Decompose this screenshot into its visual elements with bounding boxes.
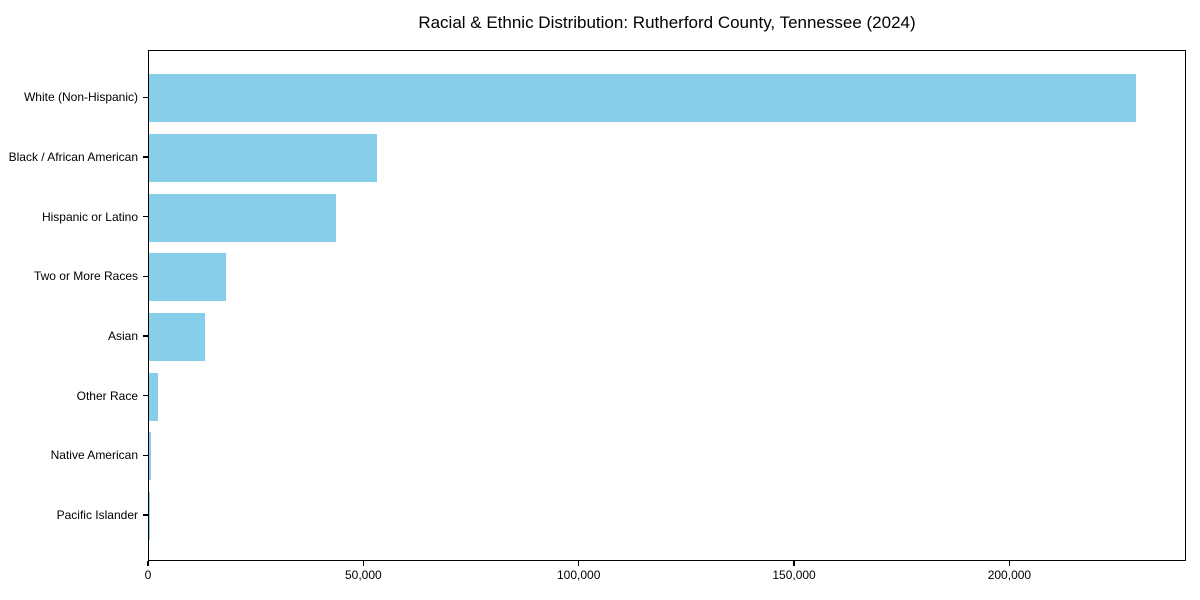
- y-axis-label: Black / African American: [8, 149, 138, 164]
- bar: [149, 74, 1136, 123]
- plot-area: [148, 50, 1186, 561]
- bar: [149, 193, 337, 242]
- bar: [149, 312, 205, 361]
- x-tick-mark: [362, 561, 365, 566]
- y-axis-label: Two or More Races: [33, 269, 138, 284]
- y-tick-mark: [143, 335, 148, 337]
- x-tick-mark: [793, 561, 795, 566]
- bar: [149, 372, 159, 421]
- y-tick-mark: [143, 514, 148, 516]
- y-axis-label: Pacific Islander: [56, 507, 138, 522]
- x-tick-label: 0: [144, 568, 152, 582]
- bar: [149, 253, 227, 302]
- y-tick-mark: [143, 215, 148, 218]
- x-tick-mark: [147, 561, 149, 566]
- y-tick-mark: [143, 156, 148, 158]
- y-axis-label: Asian: [107, 328, 138, 343]
- y-axis-label: Other Race: [76, 388, 138, 403]
- x-tick-mark: [577, 561, 580, 566]
- y-tick-mark: [143, 96, 148, 99]
- x-tick-label: 150,000: [772, 568, 816, 582]
- x-tick-label: 100,000: [557, 568, 601, 582]
- chart-title: Racial & Ethnic Distribution: Rutherford…: [418, 13, 916, 32]
- y-axis-label: White (Non-Hispanic): [23, 90, 138, 105]
- bar: [149, 133, 377, 182]
- y-tick-mark: [143, 454, 148, 457]
- x-tick-mark: [1008, 561, 1011, 566]
- y-axis-label: Hispanic or Latino: [41, 209, 138, 224]
- bar: [149, 491, 151, 540]
- bar: [149, 432, 152, 481]
- x-tick-label: 200,000: [987, 568, 1032, 582]
- y-tick-mark: [143, 394, 148, 397]
- x-tick-label: 50,000: [344, 568, 382, 582]
- y-axis-label: Native American: [50, 448, 138, 463]
- y-tick-mark: [143, 275, 148, 278]
